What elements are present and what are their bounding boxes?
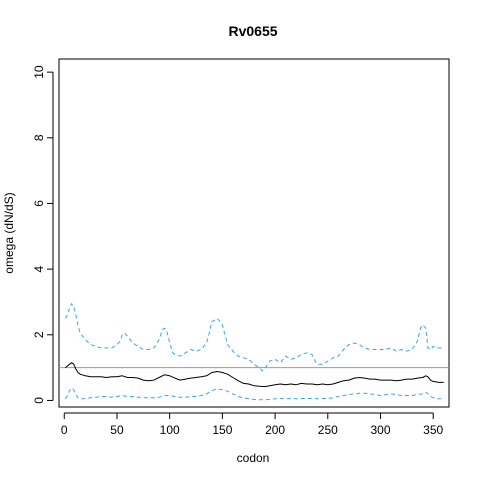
series-upper-line	[64, 303, 444, 372]
series-lower-line	[64, 387, 444, 401]
plot-frame	[58, 58, 450, 408]
y-axis: 0 2 4 6 8 10	[32, 65, 54, 404]
x-axis-label: codon	[237, 451, 270, 465]
y-tick-label: 2	[32, 331, 46, 338]
x-tick-label: 250	[318, 423, 338, 437]
plot-area	[59, 303, 449, 401]
y-tick-label: 8	[32, 134, 46, 141]
series-estimate-line	[64, 362, 444, 388]
x-axis: 0 50 100 150 200 250 300 350	[61, 412, 444, 437]
x-tick-label: 150	[212, 423, 232, 437]
x-tick-label: 100	[160, 423, 180, 437]
x-tick-label: 50	[110, 423, 124, 437]
y-tick-label: 4	[32, 265, 46, 272]
x-tick-label: 0	[61, 423, 68, 437]
x-tick-label: 350	[423, 423, 443, 437]
y-tick-label: 0	[32, 397, 46, 404]
y-axis-label: omega (dN/dS)	[2, 192, 16, 273]
x-tick-label: 200	[265, 423, 285, 437]
chart-title: Rv0655	[228, 23, 277, 39]
y-tick-label: 6	[32, 200, 46, 207]
y-tick-label: 10	[32, 65, 46, 79]
x-tick-label: 300	[370, 423, 390, 437]
